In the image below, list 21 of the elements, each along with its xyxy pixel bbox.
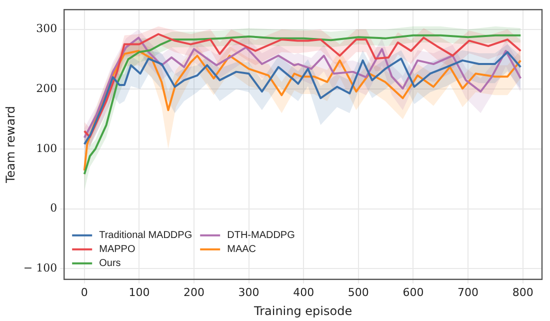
x-tick-label: 200 [183,286,204,299]
x-tick-label: 600 [402,286,424,299]
legend-label: MAPPO [99,244,136,256]
y-tick-label: 100 [36,142,58,155]
x-tick-label: 100 [128,286,150,299]
x-tick-label: 500 [348,286,369,299]
x-axis-title: Training episode [253,304,352,318]
x-tick-label: 800 [512,286,534,299]
y-axis-title: Team reward [3,106,18,184]
y-tick-label: − 100 [23,261,58,274]
x-tick-label: 0 [80,286,88,299]
x-tick-label: 400 [293,286,314,299]
x-tick-label: 700 [458,286,479,299]
legend-label: MAAC [227,244,256,256]
y-tick-label: 200 [36,82,58,96]
legend-label: Traditional MADDPG [99,230,192,242]
legend-label: Ours [99,258,121,270]
legend-label: DTH-MADDPG [227,230,296,242]
y-tick-label: 300 [36,22,58,36]
y-tick-label: 0 [50,202,58,215]
x-tick-label: 300 [238,286,260,299]
